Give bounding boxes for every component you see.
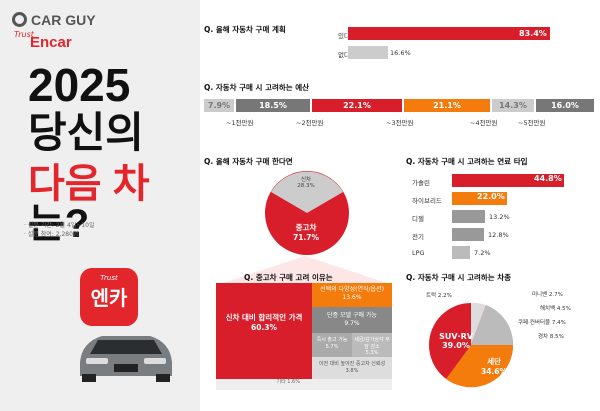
q1-yes-bar: 83.4%	[348, 27, 550, 40]
trust-mark: Trust	[14, 30, 34, 39]
q1-yes-label: 있다	[338, 32, 350, 40]
q2-tick-2: ~2천만원	[296, 119, 324, 127]
q6-suv: SUV·RV 39.0%	[439, 332, 473, 350]
q4-title: Q. 중고차 구매 고려 이유는	[244, 273, 333, 282]
car-illustration	[80, 336, 172, 382]
q2-tick-3: ~3천만원	[386, 119, 414, 127]
q6-donut	[429, 302, 514, 388]
q4-main: 신차 대비 합리적인 가격 60.3%	[216, 283, 312, 379]
q5-value: 22.0%	[477, 192, 505, 201]
q6-small-3: 쿠페·컨버터블 7.4%	[518, 320, 566, 326]
survey-period: · 설문 기간: 2월 4일~10일	[24, 222, 95, 229]
headline-line3: 다음 차는?	[28, 162, 150, 246]
q4-r4: 세금/감가상각 부담 감소 5.3%	[352, 333, 392, 357]
q2-tick-4: ~4천만원	[470, 119, 498, 127]
q5-label: LPG	[412, 249, 425, 257]
cargu-logo: CAR GUY	[12, 12, 96, 28]
q3-new: 신차 28.3%	[297, 177, 315, 189]
q2-tick-5: ~5천만원	[518, 119, 546, 127]
q5-bar	[452, 174, 564, 187]
q2-seg-4: 21.1%	[404, 99, 490, 112]
right-panel: Q. 올해 자동차 구매 계획 있다 83.4% 없다 16.6% Q. 자동차…	[200, 0, 600, 411]
q6-small-2: 해치백 4.5%	[540, 306, 571, 312]
q4-r5: 이전 대비 높아진 중고차 신뢰성 3.8%	[312, 357, 392, 379]
q5-value: 44.8%	[534, 174, 562, 183]
survey-count: · 설문 참여: 2,280명	[24, 231, 79, 238]
q6-small-1: 미니밴 2.7%	[532, 292, 563, 298]
q1-no-value: 16.6%	[390, 49, 411, 57]
q2-seg-5: 14.3%	[492, 99, 534, 112]
q5-value: 7.2%	[474, 249, 491, 257]
q2-seg-3: 22.1%	[312, 99, 402, 112]
q6-title: Q. 자동차 구매 시 고려하는 차종	[406, 273, 512, 282]
encar-logo: Encar	[30, 34, 72, 51]
q5-label: 하이브리드	[412, 197, 442, 205]
q2-title: Q. 자동차 구매 시 고려하는 예산	[204, 83, 310, 92]
q5-label: 가솔린	[412, 179, 430, 187]
q5-bar	[452, 192, 507, 205]
q5-title: Q. 자동차 구매 시 고려하는 연료 타입	[406, 157, 528, 166]
q3-connector	[220, 256, 390, 284]
q6-truck: 트럭 2.2%	[426, 293, 452, 299]
q2-seg-6: 16.0%	[536, 99, 594, 112]
left-panel: CAR GUY Trust Encar 2025 당신의 다음 차는? · 설문…	[0, 0, 200, 411]
q5-label: 디젤	[412, 215, 424, 223]
q4-r2: 단종 모델 구매 가능 9.7%	[312, 307, 392, 333]
q5-bar	[452, 246, 470, 259]
q5-value: 13.2%	[489, 213, 510, 221]
q1-no-bar	[348, 46, 389, 59]
q3-pie	[265, 171, 349, 255]
q1-no-label: 없다	[338, 51, 350, 59]
q2-seg-2: 18.5%	[236, 99, 310, 112]
q2-tick-1: ~1천만원	[226, 119, 254, 127]
q4-r1: 선택의 다양성(연식/옵션) 13.6%	[312, 283, 392, 307]
q4-other: 기타 1.6%	[216, 379, 392, 390]
q5-bar	[452, 228, 484, 241]
q1-title: Q. 올해 자동차 구매 계획	[204, 25, 286, 34]
headline-line2: 당신의	[28, 109, 144, 156]
q4-r3: 즉시 출고 가능 5.7%	[312, 333, 352, 357]
q3-used: 중고차 71.7%	[292, 223, 320, 242]
q6-sedan: 세단 34.6%	[480, 357, 508, 376]
q3-title: Q. 올해 자동차 구매 한다면	[204, 157, 293, 166]
q5-label: 전기	[412, 233, 424, 241]
encar-app-icon: Trust 엔카	[80, 268, 138, 326]
headline-year: 2025	[28, 59, 131, 111]
q2-seg-1: 7.9%	[204, 99, 234, 112]
q5-bar	[452, 210, 485, 223]
q5-value: 12.8%	[488, 231, 509, 239]
q6-small-4: 경차 8.5%	[538, 334, 564, 340]
